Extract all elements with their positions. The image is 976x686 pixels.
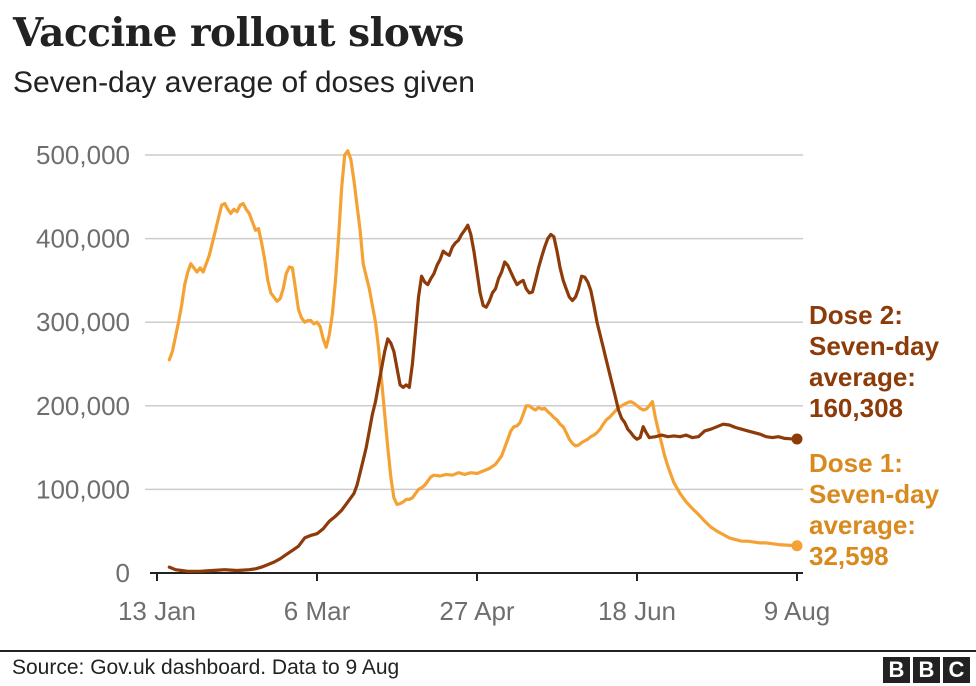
chart-title: Vaccine rollout slows <box>13 10 464 56</box>
series-lines <box>167 149 799 573</box>
dose2-label-line: Dose 2: <box>809 300 903 330</box>
logo-letter: B <box>883 657 910 683</box>
logo-letter: C <box>943 657 970 683</box>
x-tick-label: 9 Aug <box>764 596 831 626</box>
source-note: Source: Gov.uk dashboard. Data to 9 Aug <box>12 656 400 679</box>
series-end-markers <box>791 433 803 552</box>
logo-letter: B <box>913 657 940 683</box>
footer-divider <box>0 650 976 652</box>
y-tick-label: 400,000 <box>36 224 130 254</box>
dose2-label-line: average: <box>809 362 916 392</box>
x-axis: 13 Jan 6 Mar 27 Apr 18 Jun 9 Aug <box>118 572 831 626</box>
dose1-label-line: Seven-day <box>809 479 940 509</box>
dose2-end-marker <box>791 433 803 445</box>
dose1-label-line: 32,598 <box>809 541 889 571</box>
dose2-label-line: Seven-day <box>809 331 940 361</box>
x-tick-label: 13 Jan <box>118 596 196 626</box>
dose1-label-line: Dose 1: <box>809 448 903 478</box>
x-tick-label: 6 Mar <box>284 596 351 626</box>
y-tick-label: 500,000 <box>36 140 130 170</box>
line-chart: 0 100,000 200,000 300,000 400,000 500,000 13 … <box>36 140 940 626</box>
dose2-label-line: 160,308 <box>809 393 903 423</box>
dose2-line <box>167 223 799 573</box>
y-tick-label: 200,000 <box>36 391 130 421</box>
y-axis-ticks: 0 100,000 200,000 300,000 400,000 500,000 <box>36 140 130 588</box>
dose1-end-marker <box>791 540 803 552</box>
x-tick-label: 18 Jun <box>598 596 676 626</box>
dose1-label-line: average: <box>809 510 916 540</box>
dose1-line <box>167 149 799 548</box>
bbc-logo: B B C <box>883 657 970 683</box>
y-tick-label: 300,000 <box>36 307 130 337</box>
y-tick-label: 0 <box>116 558 130 588</box>
x-tick-label: 27 Apr <box>439 596 515 626</box>
y-tick-label: 100,000 <box>36 474 130 504</box>
chart-subtitle: Seven-day average of doses given <box>13 66 475 99</box>
gridlines <box>145 154 803 491</box>
